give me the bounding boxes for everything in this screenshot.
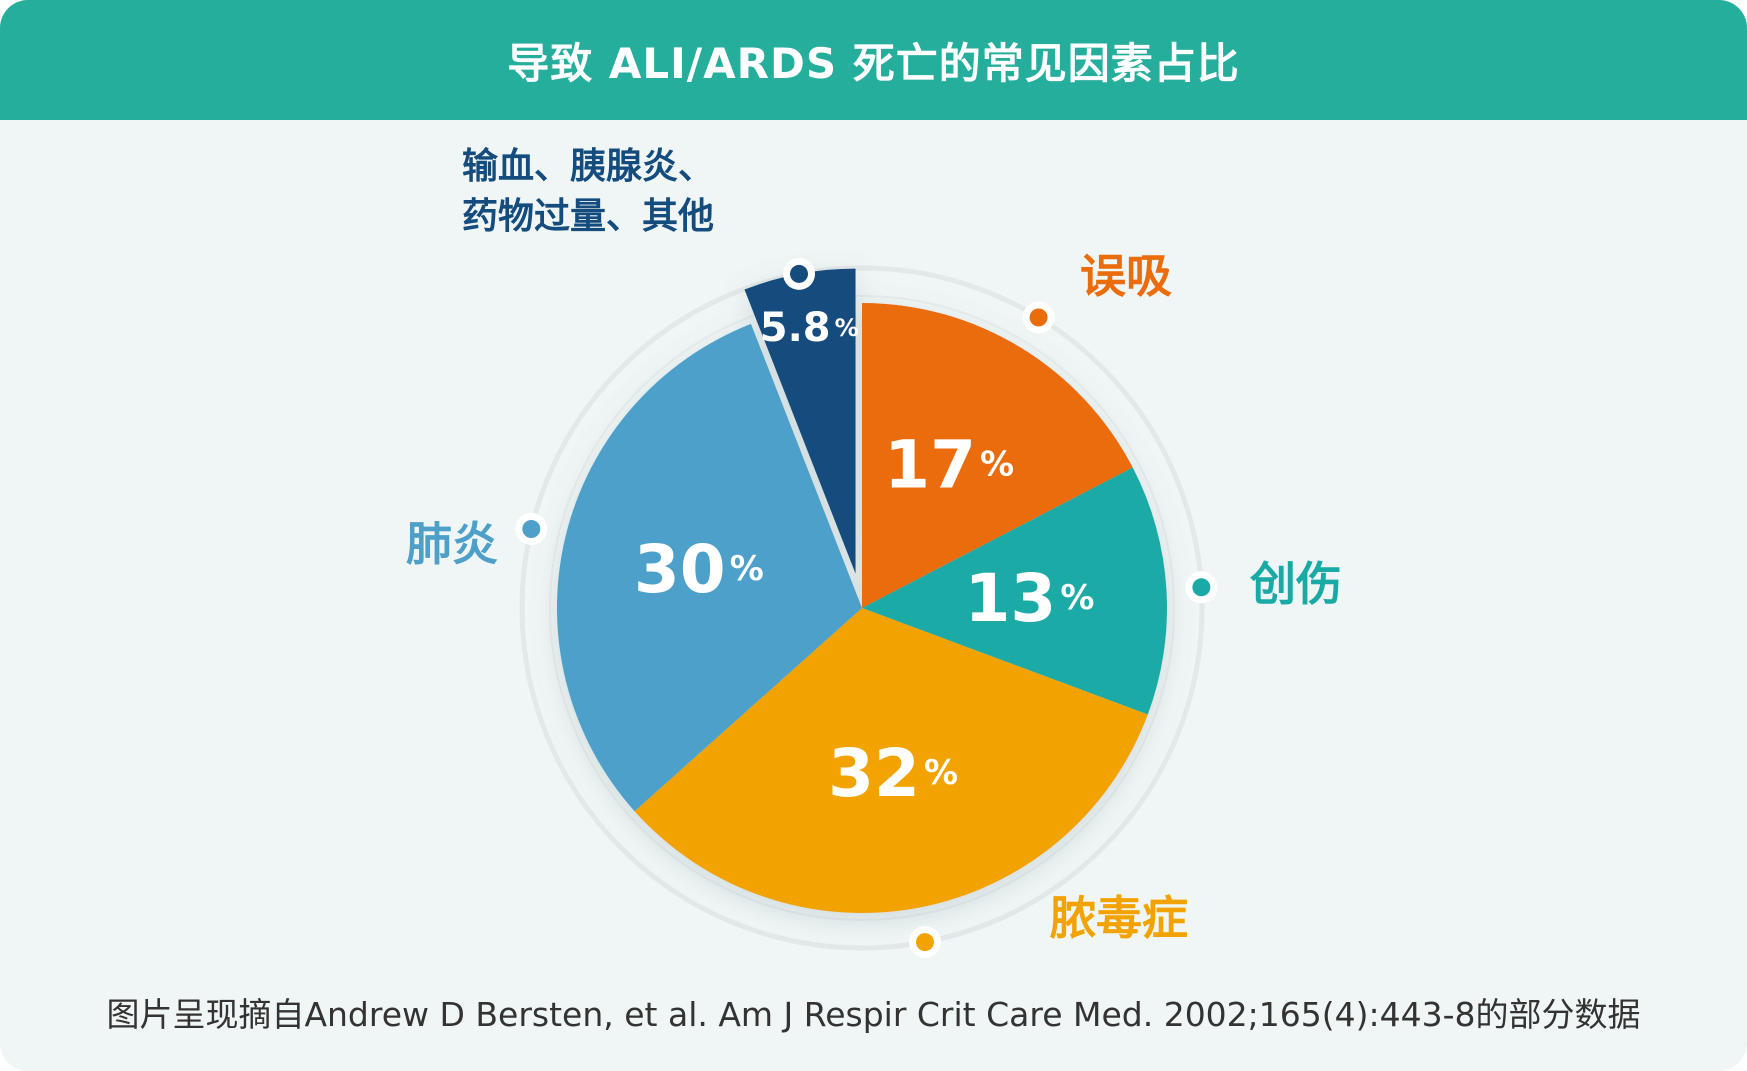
decorative-ring	[519, 265, 1205, 951]
pie-slice-other	[744, 268, 856, 574]
value-label-sepsis: 32%	[828, 734, 958, 811]
label-other-line-1: 输血、胰腺炎、	[462, 146, 715, 187]
label-other: 输血、胰腺炎、 药物过量、其他	[462, 142, 714, 242]
marker-dot-other	[790, 264, 809, 283]
pie-slice-aspiration	[862, 303, 1133, 608]
label-sepsis: 脓毒症	[1050, 891, 1188, 945]
marker-dot-aspiration	[1029, 308, 1048, 327]
marker-dot-trauma	[1192, 578, 1211, 597]
value-label-pneumonia: 30%	[634, 531, 764, 608]
label-other-line-2: 药物过量、其他	[462, 196, 715, 237]
label-aspiration: 误吸	[1080, 249, 1172, 303]
title-bar: 导致 ALI/ARDS 死亡的常见因素占比	[0, 0, 1747, 120]
chart-title: 导致 ALI/ARDS 死亡的常见因素占比	[507, 38, 1240, 88]
marker-dot-pneumonia	[522, 520, 541, 539]
decorative-ring-inner	[549, 295, 1175, 921]
value-label-trauma: 13%	[964, 559, 1094, 636]
label-pneumonia: 肺炎	[406, 517, 498, 571]
label-trauma: 创伤	[1250, 557, 1342, 611]
pie-slice-sepsis	[634, 608, 1148, 913]
pie-slice-pneumonia	[557, 323, 862, 812]
value-label-aspiration: 17%	[884, 426, 1014, 503]
value-label-other: 5.8%	[760, 305, 859, 351]
pie-slice-trauma	[862, 467, 1167, 715]
source-footnote: 图片呈现摘自Andrew D Bersten, et al. Am J Resp…	[106, 995, 1641, 1034]
marker-dot-sepsis	[915, 933, 934, 952]
